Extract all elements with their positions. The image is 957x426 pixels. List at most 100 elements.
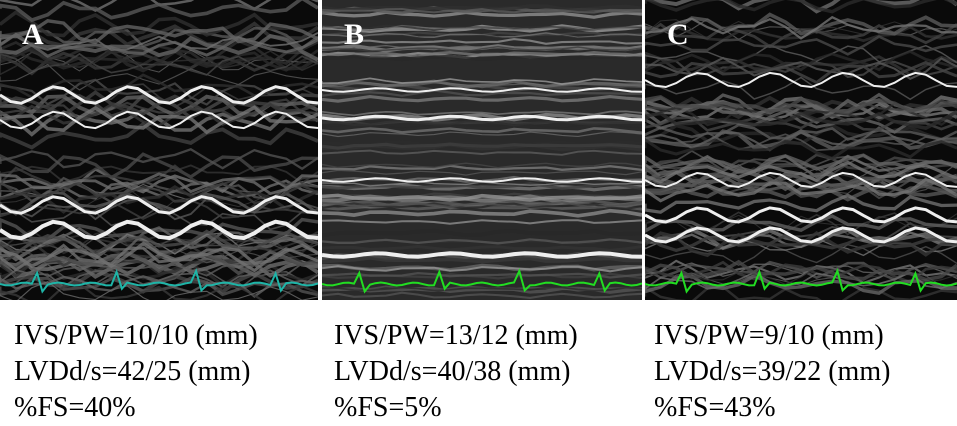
echo-wall — [645, 71, 957, 89]
echo-band — [645, 285, 957, 300]
echo-band — [645, 166, 957, 188]
ecg-trace — [0, 268, 318, 294]
echo-band — [645, 0, 957, 14]
echo-band — [0, 152, 318, 180]
echo-panel: A — [0, 0, 318, 300]
ecg-trace — [322, 268, 642, 294]
echo-wall — [322, 251, 642, 259]
echo-band — [0, 282, 318, 300]
echo-band — [0, 241, 318, 269]
panel-body — [0, 0, 318, 300]
echo-band — [0, 240, 318, 267]
echo-band — [322, 238, 642, 245]
echo-band — [322, 208, 642, 218]
echo-band — [322, 54, 642, 62]
echo-band — [322, 119, 642, 127]
echo-band — [645, 126, 957, 152]
echo-band — [322, 8, 642, 14]
caption-line: %FS=43% — [654, 392, 776, 423]
echo-band — [322, 255, 642, 264]
echo-wall — [645, 206, 957, 224]
echo-band — [322, 127, 642, 134]
echo-panel: B — [322, 0, 642, 300]
echo-band — [645, 15, 957, 40]
echo-wall — [322, 177, 642, 183]
panel-body — [322, 0, 642, 300]
echo-band — [322, 34, 642, 42]
echo-band — [645, 160, 957, 184]
echo-band — [0, 205, 318, 231]
caption-line: %FS=5% — [334, 392, 442, 423]
ecg-trace — [645, 268, 957, 294]
echo-wall — [0, 195, 318, 215]
echo-band — [0, 121, 318, 150]
echo-band — [322, 286, 642, 292]
echo-band — [0, 50, 318, 76]
echo-band — [0, 167, 318, 194]
caption-line: LVDd/s=40/38 (mm) — [334, 356, 571, 387]
echo-band — [0, 164, 318, 193]
echo-band — [645, 98, 957, 126]
caption-line: LVDd/s=39/22 (mm) — [654, 356, 891, 387]
panel-label: C — [667, 18, 689, 51]
echo-band — [322, 265, 642, 273]
echo-wall — [0, 110, 318, 130]
caption-c: IVS/PW=9/10 (mm) LVDd/s=39/22 (mm) %FS=4… — [654, 318, 890, 426]
echo-band — [0, 108, 318, 137]
echo-band — [0, 50, 318, 76]
echo-band — [645, 153, 957, 174]
echo-band — [645, 213, 957, 236]
echo-band — [322, 131, 642, 138]
echo-band — [0, 0, 318, 23]
echo-band — [322, 120, 642, 127]
panel-label: A — [22, 18, 44, 51]
echo-band — [645, 259, 957, 282]
echo-band — [0, 78, 318, 106]
echo-band — [645, 123, 957, 141]
echo-band — [0, 243, 318, 273]
echo-band — [322, 181, 642, 187]
echo-band — [322, 24, 642, 32]
echo-band — [645, 12, 957, 36]
echo-band — [645, 193, 957, 214]
panel-label: B — [344, 18, 364, 51]
echo-band — [322, 219, 642, 225]
echo-band — [322, 44, 642, 51]
caption-line: LVDd/s=42/25 (mm) — [14, 356, 251, 387]
echo-wall — [322, 114, 642, 122]
caption-line: IVS/PW=13/12 (mm) — [334, 320, 578, 351]
echo-band — [645, 214, 957, 233]
panel-body — [645, 0, 957, 300]
echo-band — [322, 94, 642, 103]
echo-band — [322, 38, 642, 45]
caption-a: IVS/PW=10/10 (mm) LVDd/s=42/25 (mm) %FS=… — [14, 318, 258, 426]
echo-band — [322, 79, 642, 88]
echo-band — [645, 137, 957, 161]
echo-band — [645, 131, 957, 152]
echo-band — [322, 10, 642, 19]
echo-band — [645, 0, 957, 14]
echo-band — [645, 231, 957, 258]
echo-band — [322, 291, 642, 299]
echo-band — [322, 228, 642, 238]
echo-wall — [645, 226, 957, 244]
echo-band — [322, 164, 642, 172]
echo-band — [645, 49, 957, 74]
echo-band — [322, 77, 642, 85]
echo-band — [322, 162, 642, 169]
echo-wall — [0, 85, 318, 105]
echo-band — [645, 94, 957, 115]
echo-band — [645, 168, 957, 192]
echo-band — [0, 190, 318, 216]
echo-images: A B C — [0, 0, 957, 300]
echo-band — [322, 181, 642, 191]
caption-line: IVS/PW=9/10 (mm) — [654, 320, 884, 351]
echo-band — [0, 148, 318, 171]
echo-band — [0, 52, 318, 76]
caption-line: %FS=40% — [14, 392, 136, 423]
echo-band — [322, 193, 642, 202]
echo-band — [322, 201, 642, 209]
echo-band — [0, 172, 318, 196]
echo-band — [0, 33, 318, 62]
